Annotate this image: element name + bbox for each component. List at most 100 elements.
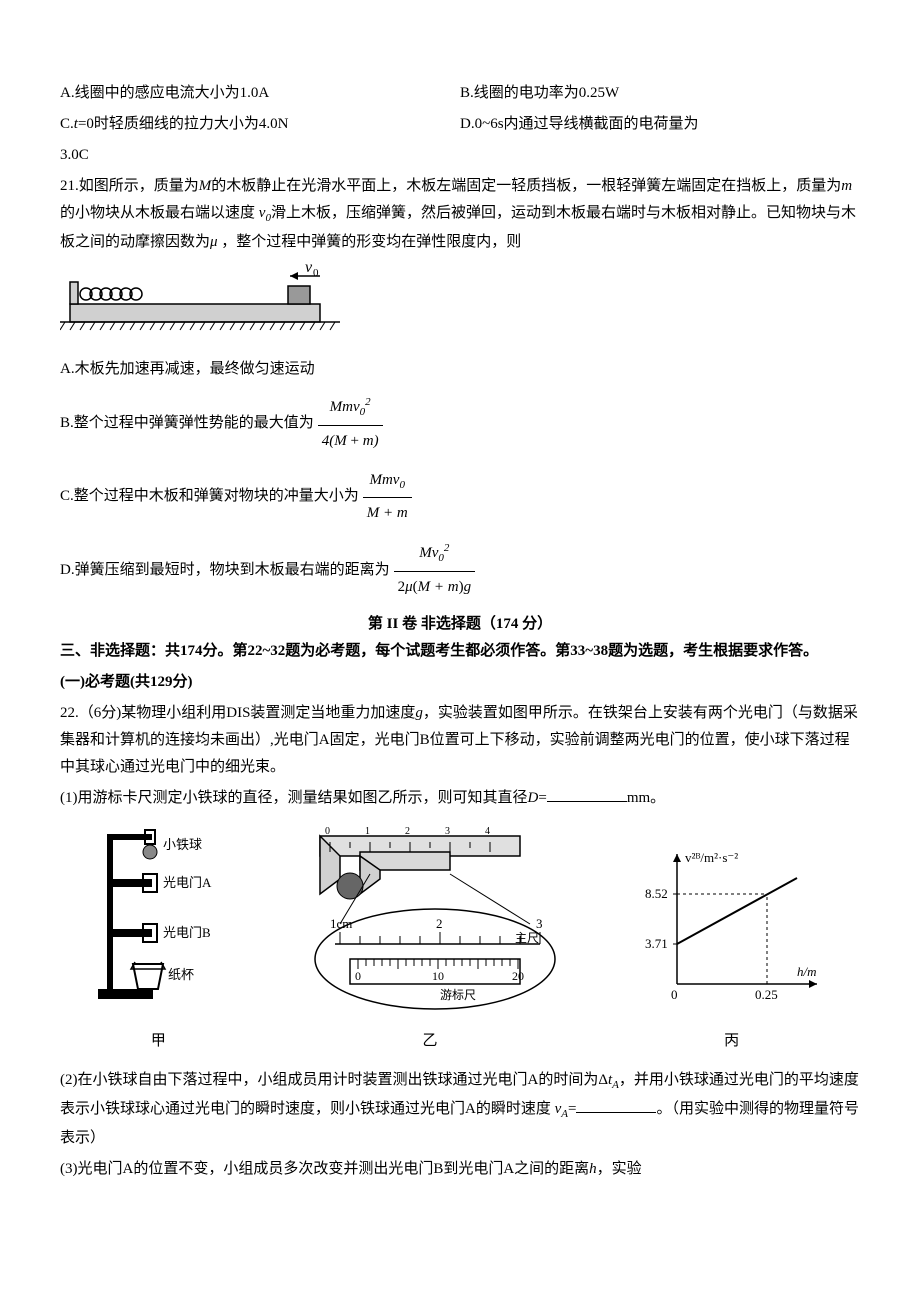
q21-optD: D.弹簧压缩到最短时，物块到木板最右端的距离为 Mv02 2μ(M + m)g bbox=[60, 537, 860, 603]
p3-t2: ，实验 bbox=[597, 1161, 642, 1177]
q21-mu: μ bbox=[210, 234, 218, 250]
caliper-1cm: 1cm bbox=[330, 916, 352, 931]
q21-M: M bbox=[199, 178, 212, 194]
dd6: g bbox=[464, 579, 472, 595]
dd2: μ bbox=[405, 579, 413, 595]
fig-bing: v²ᴮ/m²·s⁻² h/m 8.52 3.71 0 0.25 丙 bbox=[637, 844, 827, 1055]
vernier-10: 10 bbox=[432, 969, 444, 983]
optD-sup2: 2 bbox=[444, 542, 450, 554]
p3-h: h bbox=[589, 1161, 597, 1177]
lbl-gateB: 光电门B bbox=[163, 925, 211, 940]
p3-t1: (3)光电门A的位置不变，小组成员多次改变并测出光电门B到光电门A之间的距离 bbox=[60, 1161, 589, 1177]
q22-g: g bbox=[415, 705, 423, 721]
fig-yi: 0 1 2 3 4 1cm bbox=[290, 824, 570, 1055]
q22-stem: 22.（6分)某物理小组利用DIS装置测定当地重力加速度g，实验装置如图甲所示。… bbox=[60, 700, 860, 781]
q22-p3: (3)光电门A的位置不变，小组成员多次改变并测出光电门B到光电门A之间的距离h，… bbox=[60, 1156, 860, 1183]
d4: m bbox=[363, 433, 374, 449]
lbl-ball: 小铁球 bbox=[163, 837, 202, 852]
q22-p1: (1)用游标卡尺测定小铁球的直径，测量结果如图乙所示，则可知其直径D= mm。 bbox=[60, 785, 860, 812]
svg-text:0: 0 bbox=[325, 826, 330, 837]
q21-optB: B.整个过程中弹簧弹性势能的最大值为 Mmv02 4(M + m) bbox=[60, 391, 860, 457]
q21-stem: 21.如图所示，质量为M的木板静止在光滑水平面上，木板左端固定一轻质挡板，一根轻… bbox=[60, 173, 860, 256]
graph-x0: 0 bbox=[671, 987, 678, 1002]
d5: ) bbox=[374, 433, 379, 449]
q21-optC: C.整个过程中木板和弹簧对物块的冲量大小为 Mmv0 M + m bbox=[60, 465, 860, 530]
optC-formula: Mmv0 M + m bbox=[363, 465, 412, 530]
fig-jia-label: 甲 bbox=[93, 1028, 223, 1055]
q20-optB: B.线圈的电功率为0.25W bbox=[460, 80, 860, 107]
q22-p2: (2)在小铁球自由下落过程中，小组成员用计时装置测出铁球通过光电门A的时间为Δt… bbox=[60, 1067, 860, 1152]
q21-figure: v 0 bbox=[60, 264, 860, 344]
optB-sup2: 2 bbox=[365, 396, 371, 408]
svg-text:4: 4 bbox=[485, 826, 490, 837]
section2-intro: 三、非选择题：共174分。第22~32题为必考题，每个试题考生都必须作答。第33… bbox=[60, 638, 860, 665]
lbl-vernier: 游标尺 bbox=[440, 988, 476, 1002]
section2-sub: (一)必考题(共129分) bbox=[60, 669, 860, 696]
q22-p1-t1: (1)用游标卡尺测定小铁球的直径，测量结果如图乙所示，则可知其直径 bbox=[60, 790, 528, 806]
q21-t1: 21.如图所示，质量为 bbox=[60, 178, 199, 194]
q22-p1-eq: = bbox=[538, 790, 546, 806]
caliper-3: 3 bbox=[536, 916, 543, 931]
p2-vA: vA bbox=[555, 1101, 568, 1117]
vernier-20: 20 bbox=[512, 969, 524, 983]
dd1: 2 bbox=[398, 579, 406, 595]
optC-num-base: Mmv bbox=[369, 472, 399, 488]
optC-den: M + m bbox=[363, 498, 412, 529]
q22-t1: 22.（6分)某物理小组利用DIS装置测定当地重力加速度 bbox=[60, 705, 415, 721]
fig-jia: 小铁球 光电门A 光电门B 纸杯 甲 bbox=[93, 824, 223, 1055]
graph-ylabel: v²ᴮ/m²·s⁻² bbox=[685, 850, 738, 865]
p2-tA: tA bbox=[608, 1072, 619, 1088]
graph-y1: 8.52 bbox=[645, 886, 668, 901]
blank-D bbox=[547, 786, 627, 802]
q22-figures: 小铁球 光电门A 光电门B 纸杯 甲 bbox=[60, 824, 860, 1055]
optB-formula: Mmv02 4(M + m) bbox=[318, 391, 383, 457]
fig-bing-label: 丙 bbox=[637, 1028, 827, 1055]
optB-prefix: B.整个过程中弹簧弹性势能的最大值为 bbox=[60, 410, 314, 437]
q21-m: m bbox=[841, 178, 852, 194]
q20-options-row1: A.线圈中的感应电流大小为1.0A B.线圈的电功率为0.25W bbox=[60, 80, 860, 107]
optC-rest: =0时轻质细线的拉力大小为4.0N bbox=[78, 116, 289, 132]
graph-xlabel: h/m bbox=[797, 964, 817, 979]
p2-t1: (2)在小铁球自由下落过程中，小组成员用计时装置测出铁球通过光电门A的时间为Δ bbox=[60, 1072, 608, 1088]
q21-t3: 的小物块从木板最右端以速度 bbox=[60, 205, 259, 221]
graph-y2: 3.71 bbox=[645, 936, 668, 951]
q21-v0: v0 bbox=[259, 205, 271, 221]
lbl-gateA: 光电门A bbox=[163, 875, 212, 890]
q22-D: D bbox=[528, 790, 539, 806]
q21-t2: 的木板静止在光滑水平面上，木板左端固定一轻质挡板，一根轻弹簧左端固定在挡板上，质… bbox=[211, 178, 841, 194]
optD-num-base: Mv bbox=[419, 545, 438, 561]
lbl-cup: 纸杯 bbox=[168, 967, 194, 982]
vernier-0: 0 bbox=[355, 969, 361, 983]
lbl-main: 主尺 bbox=[515, 931, 539, 945]
d2: M bbox=[334, 433, 347, 449]
q21-t5: ，整个过程中弹簧的形变均在弹性限度内，则 bbox=[218, 234, 522, 250]
optC-prefix: C. bbox=[60, 116, 74, 132]
fig-v0-label: v bbox=[305, 264, 313, 276]
q20-optC: C.t=0时轻质细线的拉力大小为4.0N bbox=[60, 111, 460, 138]
tA-sub: A bbox=[612, 1079, 619, 1091]
q20-optD-line2: 3.0C bbox=[60, 142, 860, 169]
fig-yi-label: 乙 bbox=[290, 1028, 570, 1055]
optC-sub0: 0 bbox=[399, 479, 405, 491]
q21-optA: A.木板先加速再减速，最终做匀速运动 bbox=[60, 356, 860, 383]
fig-v0-sub: 0 bbox=[313, 267, 319, 279]
dd4: M + m bbox=[418, 579, 459, 595]
svg-text:3: 3 bbox=[445, 826, 450, 837]
p2-eq: = bbox=[568, 1101, 576, 1117]
optB-num-base: Mmv bbox=[330, 399, 360, 415]
section2-title: 第 II 卷 非选择题（174 分） bbox=[60, 611, 860, 638]
vA-sub: A bbox=[561, 1108, 568, 1120]
d3: + bbox=[347, 433, 363, 449]
q22-p1-unit: mm。 bbox=[627, 790, 665, 806]
q20-optD: D.0~6s内通过导线横截面的电荷量为 bbox=[460, 111, 860, 138]
svg-text:2: 2 bbox=[405, 826, 410, 837]
d1: 4( bbox=[322, 433, 335, 449]
svg-text:1: 1 bbox=[365, 826, 370, 837]
q20-optA: A.线圈中的感应电流大小为1.0A bbox=[60, 80, 460, 107]
optD-prefix: D.弹簧压缩到最短时，物块到木板最右端的距离为 bbox=[60, 557, 390, 584]
q20-options-row2: C.t=0时轻质细线的拉力大小为4.0N D.0~6s内通过导线横截面的电荷量为 bbox=[60, 111, 860, 138]
caliper-2: 2 bbox=[436, 916, 443, 931]
blank-vA bbox=[576, 1097, 656, 1113]
optC-prefix: C.整个过程中木板和弹簧对物块的冲量大小为 bbox=[60, 483, 359, 510]
optD-formula: Mv02 2μ(M + m)g bbox=[394, 537, 475, 603]
